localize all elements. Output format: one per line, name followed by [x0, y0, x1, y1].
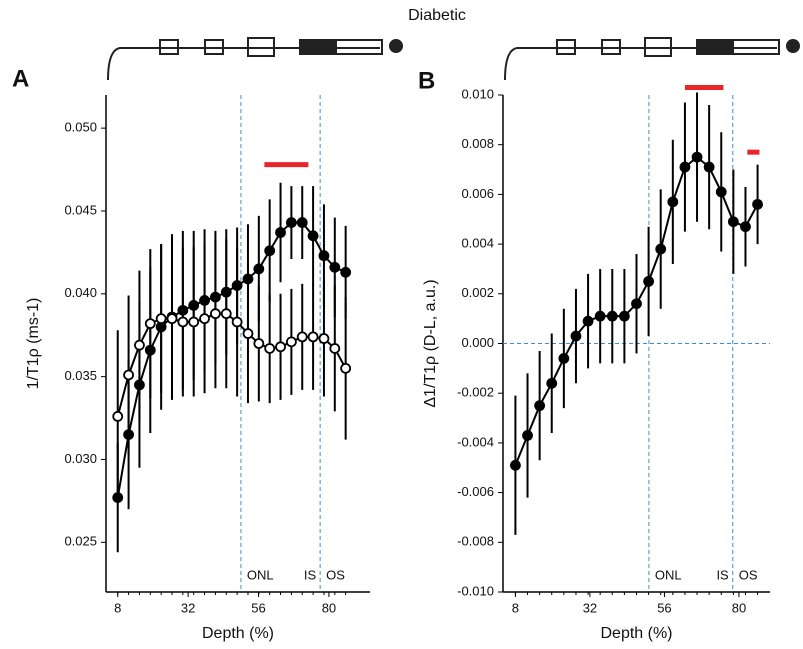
y-tick-label: 0.045 [64, 202, 97, 217]
region-label: ONL [655, 567, 682, 582]
data-point [307, 331, 319, 343]
data-point [177, 316, 189, 328]
panel-letter: A [12, 65, 29, 92]
data-point [275, 227, 286, 238]
x-tick-label: 56 [657, 600, 671, 615]
data-point [242, 328, 254, 339]
series-line [116, 221, 347, 498]
data-point [703, 161, 715, 173]
data-point [134, 339, 145, 351]
data-point [188, 316, 200, 328]
y-tick-label: 0.004 [461, 236, 494, 251]
data-point [340, 362, 352, 374]
data-point [618, 310, 630, 322]
y-tick-label: 0.035 [64, 368, 97, 383]
x-tick-label: 32 [583, 600, 597, 615]
data-point [199, 313, 210, 325]
data-point [522, 430, 533, 441]
y-tick-label: 0.025 [64, 534, 97, 549]
x-axis-label: Depth (%) [600, 625, 672, 642]
y-tick-label: 0.008 [461, 136, 494, 151]
data-point [318, 333, 330, 344]
data-point [740, 221, 751, 233]
data-point [570, 330, 582, 342]
data-point [340, 266, 352, 278]
y-tick-label: -0.002 [457, 385, 494, 400]
region-label: IS [716, 567, 729, 582]
data-point [210, 308, 221, 320]
data-point [594, 310, 606, 322]
data-point [582, 315, 594, 327]
data-point [546, 377, 558, 389]
x-tick-label: 8 [512, 600, 519, 615]
data-point [307, 230, 319, 242]
figure-title: Diabetic [408, 7, 466, 24]
data-point [296, 217, 308, 228]
y-tick-label: 0.030 [64, 451, 97, 466]
y-tick-label: 0.006 [461, 186, 494, 201]
y-axis-label: Δ1/T1ρ (D-L, a.u.) [422, 279, 439, 407]
data-point [655, 243, 667, 255]
data-point [510, 459, 521, 471]
data-point [166, 313, 178, 325]
data-point [534, 400, 546, 412]
y-tick-label: 0.040 [64, 285, 97, 300]
x-tick-label: 56 [251, 600, 265, 615]
x-tick-label: 8 [114, 600, 121, 615]
data-point [264, 343, 276, 354]
data-point [112, 410, 124, 422]
data-point [253, 338, 265, 349]
region-label: OS [739, 567, 758, 582]
x-tick-label: 80 [322, 600, 336, 615]
y-tick-label: 0.010 [461, 86, 494, 101]
data-point [144, 318, 156, 330]
data-point [275, 341, 286, 353]
y-tick-label: -0.004 [457, 434, 494, 449]
panel-letter: B [418, 67, 435, 94]
data-point [715, 186, 727, 198]
x-tick-label: 32 [181, 600, 195, 615]
data-point [285, 336, 297, 348]
y-tick-label: 0.000 [461, 335, 494, 350]
region-label: OS [326, 567, 345, 582]
y-tick-label: -0.008 [457, 534, 494, 549]
data-point [296, 331, 308, 343]
data-point [558, 353, 570, 364]
data-point [691, 151, 703, 163]
data-point [329, 261, 341, 273]
x-axis-label: Depth (%) [202, 625, 274, 642]
data-point [123, 369, 134, 381]
data-point [318, 250, 330, 262]
y-tick-label: 0.050 [64, 120, 97, 135]
region-label: ONL [247, 567, 274, 582]
region-label: IS [304, 567, 317, 582]
data-point [253, 263, 265, 275]
data-point [264, 245, 276, 257]
data-point [667, 196, 679, 208]
series-line [116, 312, 347, 417]
data-point [752, 198, 763, 210]
data-point [679, 161, 691, 173]
x-tick-label: 80 [732, 600, 746, 615]
y-axis-label: 1/T1ρ (ms-1) [25, 298, 42, 390]
data-point [231, 316, 243, 328]
y-tick-label: 0.002 [461, 285, 494, 300]
retina-icon [107, 37, 800, 81]
y-tick-label: -0.010 [457, 583, 494, 598]
data-point [727, 216, 739, 228]
data-point [631, 298, 642, 310]
data-point [329, 343, 341, 354]
data-point [155, 313, 167, 325]
data-point [285, 217, 297, 228]
data-point [606, 310, 618, 322]
data-point [220, 308, 232, 320]
data-point [643, 275, 655, 287]
y-tick-label: -0.006 [457, 484, 494, 499]
